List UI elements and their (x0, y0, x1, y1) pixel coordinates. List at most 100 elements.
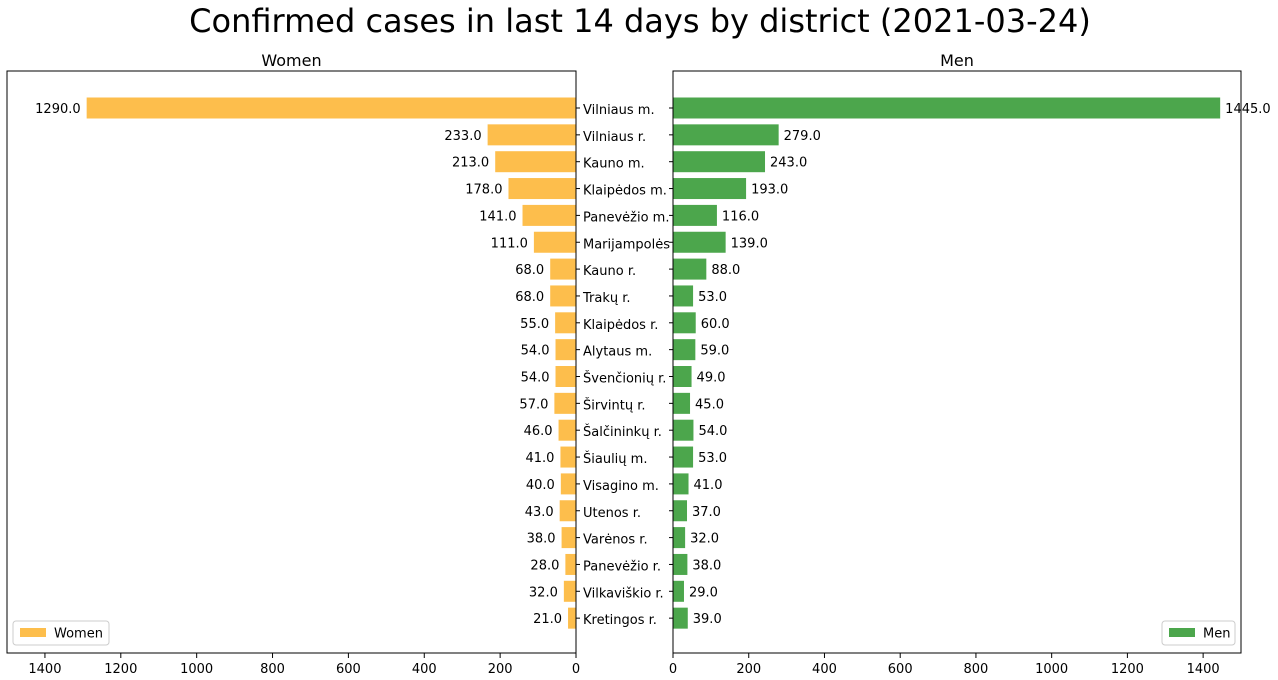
men-bar (673, 607, 688, 629)
x-tick-label: 1400 (28, 662, 61, 677)
bar-value-label: 45.0 (695, 397, 724, 412)
category-label: Klaipėdos r. (583, 318, 658, 333)
x-tick-label: 1200 (104, 662, 137, 677)
bar-value-label: 141.0 (479, 209, 516, 224)
women-bar (555, 312, 576, 334)
women-bar (555, 339, 576, 361)
legend: Men (1161, 620, 1236, 646)
bar-value-label: 1445.0 (1225, 102, 1271, 117)
axes-frame (6, 70, 577, 654)
bar-value-label: 21.0 (533, 612, 562, 627)
women-bar (495, 151, 576, 173)
x-tick-label: 800 (260, 662, 285, 677)
x-tick-label: 0 (669, 662, 677, 677)
category-label: Šalčininkų r. (583, 424, 662, 440)
men-bar (673, 419, 694, 441)
category-labels: Vilniaus m. Vilniaus r. Kauno m. Klaipėdos … (582, 103, 670, 628)
women-bar (508, 178, 576, 200)
x-tick-label: 400 (412, 662, 437, 677)
women-bar (550, 258, 576, 280)
category-label: Vilniaus m. (583, 103, 655, 118)
bar-value-label: 54.0 (521, 371, 550, 386)
x-tick-label: 1400 (1187, 662, 1220, 677)
men-bar (673, 580, 684, 602)
x-tick-label: 1000 (1035, 662, 1068, 677)
legend-box (12, 620, 110, 646)
bar-value-label: 68.0 (515, 263, 544, 278)
bar-value-label: 55.0 (520, 317, 549, 332)
women-bar (560, 473, 576, 495)
x-tick-label: 600 (336, 662, 361, 677)
bar-value-label: 178.0 (465, 183, 502, 198)
category-label: Utenos r. (583, 506, 641, 521)
legend: Women (12, 620, 110, 646)
category-label: Varėnos r. (583, 533, 648, 548)
bar-value-label: 29.0 (689, 585, 718, 600)
men-bar (673, 258, 707, 280)
men-bar (673, 204, 717, 226)
women-bar (559, 500, 576, 522)
legend-label: Men (1203, 627, 1230, 642)
women-bar (561, 527, 576, 549)
men-bar (673, 366, 692, 387)
bar-value-label: 41.0 (525, 451, 554, 466)
category-label: Trakų r. (582, 291, 631, 306)
right-panel: 1445.0 279.0 243.0 193.0 116.0 139.0 88.0 53.0 6… (669, 70, 1271, 677)
x-tick-label: 1000 (180, 662, 213, 677)
chart-title: Confirmed cases in last 14 days by distr… (189, 2, 1091, 40)
legend-box (1161, 620, 1236, 646)
left-panel: 1290.0 233.0 213.0 178.0 141.0 111.0 68.0 68.0 5… (6, 70, 580, 677)
men-bar (673, 97, 1221, 119)
women-bar (86, 97, 576, 119)
bar-value-label: 38.0 (527, 532, 556, 547)
x-tick-label: 200 (488, 662, 513, 677)
bar-value-label: 60.0 (701, 317, 730, 332)
x-tick-label: 400 (812, 662, 837, 677)
men-bar (673, 124, 779, 146)
women-bar (565, 553, 576, 575)
bar-value-label: 1290.0 (35, 102, 81, 117)
bar-value-label: 54.0 (698, 424, 727, 439)
legend-swatch (20, 628, 46, 637)
bar-value-label: 32.0 (690, 532, 719, 547)
bar-value-label: 49.0 (697, 371, 726, 386)
bar-value-label: 28.0 (530, 558, 559, 573)
category-label: Kauno m. (583, 157, 645, 172)
women-bar (560, 446, 576, 468)
category-label: Vilkaviškio r. (583, 586, 664, 601)
bar-value-label: 54.0 (521, 344, 550, 359)
bar-value-label: 279.0 (784, 129, 821, 144)
women-bar (558, 419, 576, 441)
men-bar (673, 151, 766, 173)
women-bar (563, 580, 576, 602)
men-bar (673, 446, 694, 468)
bar-value-label: 57.0 (519, 397, 548, 412)
bar-value-label: 46.0 (524, 424, 553, 439)
x-tick-label: 800 (964, 662, 989, 677)
bar-value-label: 43.0 (525, 505, 554, 520)
bar-value-label: 53.0 (698, 290, 727, 305)
women-bar (533, 231, 576, 253)
women-bar (555, 366, 576, 387)
x-tick-label: 0 (572, 662, 580, 677)
x-tick-label: 200 (736, 662, 761, 677)
bar-value-label: 38.0 (692, 558, 721, 573)
bar-value-label: 41.0 (694, 478, 723, 493)
women-bar (568, 607, 576, 629)
category-label: Panevėžio m. (583, 210, 669, 225)
bar-value-label: 37.0 (692, 505, 721, 520)
legend-label: Women (54, 627, 103, 642)
category-label: Marijampolės (583, 237, 670, 252)
category-label: Švenčionių r. (583, 371, 666, 387)
bar-value-label: 243.0 (770, 156, 807, 171)
category-label: Širvintų r. (583, 397, 646, 413)
category-label: Kretingos r. (583, 613, 657, 628)
x-tick-label: 1200 (1111, 662, 1144, 677)
left-panel-title: Women (261, 51, 321, 70)
category-label: Kauno r. (583, 264, 636, 279)
x-tick-label: 600 (888, 662, 913, 677)
men-bar (673, 312, 696, 334)
bar-value-label: 40.0 (526, 478, 555, 493)
bar-value-label: 193.0 (751, 183, 788, 198)
